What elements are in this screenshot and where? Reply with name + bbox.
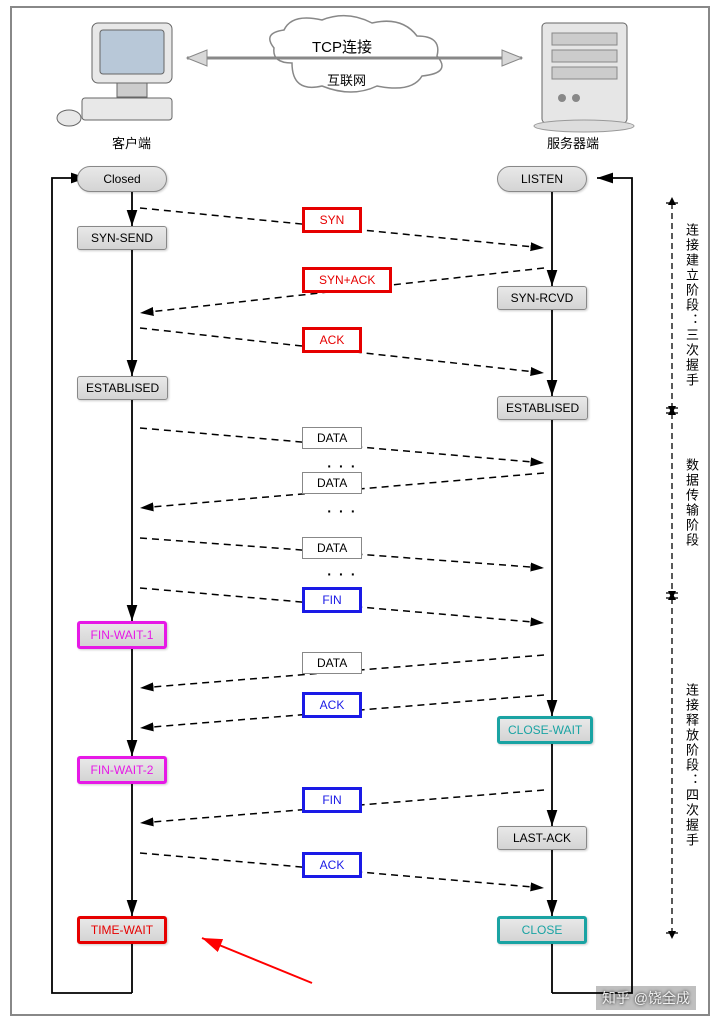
msg-data: DATA bbox=[302, 472, 362, 494]
state-c-fin-wait-2: FIN-WAIT-2 bbox=[77, 756, 167, 784]
internet-label: 互联网 bbox=[327, 70, 366, 89]
msg-syn-ack: SYN+ACK bbox=[302, 267, 392, 293]
state-c-closed: Closed bbox=[77, 166, 167, 192]
phase-label: 数据传输阶段 bbox=[682, 418, 701, 588]
state-c-fin-wait-1: FIN-WAIT-1 bbox=[77, 621, 167, 649]
msg-data: DATA bbox=[302, 537, 362, 559]
msg-fin: FIN bbox=[302, 787, 362, 813]
state-c-syn-send: SYN-SEND bbox=[77, 226, 167, 250]
state-s-close: CLOSE bbox=[497, 916, 587, 944]
server-label: 服务器端 bbox=[547, 133, 599, 152]
msg-data: DATA bbox=[302, 652, 362, 674]
diagram-frame: TCP连接 互联网 客户端 服务器端 知乎 @饶全成 Closed SYN-SEN… bbox=[10, 6, 710, 1016]
msg-ack: ACK bbox=[302, 852, 362, 878]
state-c-establised: ESTABLISED bbox=[77, 376, 168, 400]
msg-fin: FIN bbox=[302, 587, 362, 613]
phase-label: 连接建立阶段：三次握手 bbox=[682, 208, 701, 403]
msg-ack: ACK bbox=[302, 692, 362, 718]
ellipsis: ∙ ∙ ∙ bbox=[312, 566, 372, 582]
ellipsis: ∙ ∙ ∙ bbox=[312, 458, 372, 474]
client-label: 客户端 bbox=[112, 133, 151, 152]
state-s-listen: LISTEN bbox=[497, 166, 587, 192]
ellipsis: ∙ ∙ ∙ bbox=[312, 503, 372, 519]
state-s-syn-rcvd: SYN-RCVD bbox=[497, 286, 587, 310]
state-c-time-wait: TIME-WAIT bbox=[77, 916, 167, 944]
msg-data: DATA bbox=[302, 427, 362, 449]
tcp-label: TCP连接 bbox=[312, 36, 372, 57]
phase-label: 连接释放阶段：四次握手 bbox=[682, 603, 701, 928]
msg-ack: ACK bbox=[302, 327, 362, 353]
state-s-establised: ESTABLISED bbox=[497, 396, 588, 420]
state-s-close-wait: CLOSE-WAIT bbox=[497, 716, 593, 744]
msg-syn: SYN bbox=[302, 207, 362, 233]
watermark: 知乎 @饶全成 bbox=[596, 986, 696, 1010]
state-s-last-ack: LAST-ACK bbox=[497, 826, 587, 850]
